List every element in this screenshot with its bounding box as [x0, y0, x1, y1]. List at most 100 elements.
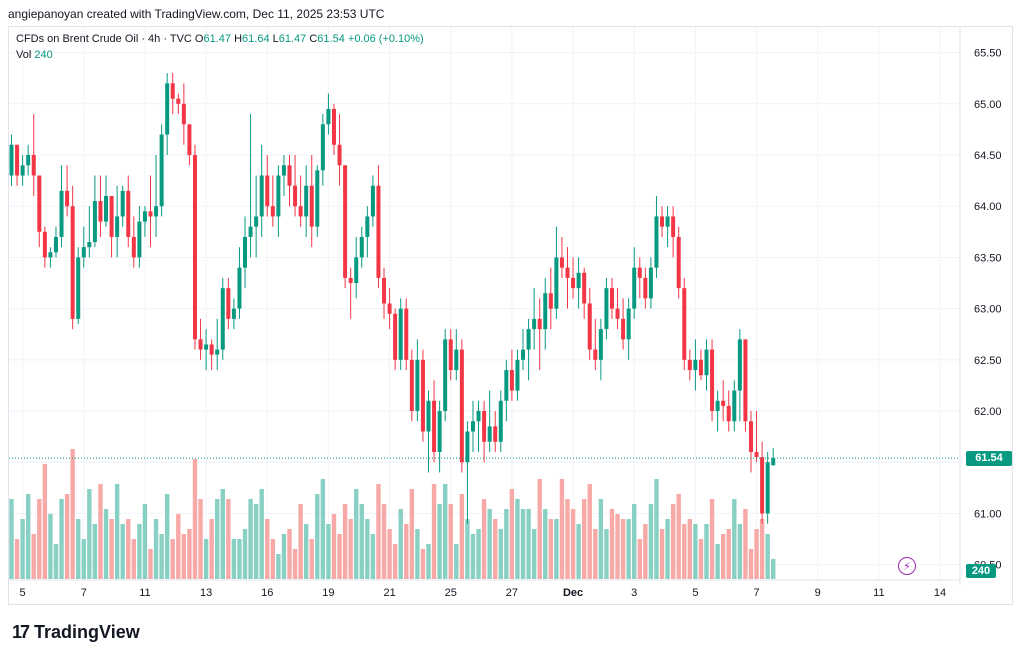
candle-body [409, 359, 414, 412]
volume-bar [626, 519, 631, 579]
volume-bar [126, 519, 131, 579]
x-tick-label: 5 [692, 587, 698, 599]
candle-body [248, 226, 253, 237]
candle-body [154, 206, 159, 217]
volume-bar [270, 539, 276, 579]
candle-body [687, 359, 692, 371]
candle-body [626, 308, 631, 340]
close-label: C [309, 33, 318, 45]
volume-bar [420, 549, 426, 579]
x-tick-label: 16 [261, 587, 273, 599]
volume-bar [732, 499, 737, 579]
candle-body [509, 370, 514, 391]
candle-body [643, 277, 648, 299]
candle-body [726, 405, 731, 422]
volume-bar [398, 509, 403, 579]
volume-bar [665, 519, 670, 579]
volume-bar [315, 494, 320, 579]
volume-bar [459, 494, 465, 579]
candle-body [298, 206, 303, 217]
volume-bar [320, 479, 326, 579]
volume-bar [220, 489, 225, 579]
volume-bar [164, 494, 170, 579]
volume-bar [181, 534, 187, 579]
tradingview-logo-text: TradingView [34, 622, 140, 642]
candle-body [565, 267, 570, 278]
volume-bar [248, 499, 253, 579]
candle-body [693, 359, 698, 371]
symbol-title[interactable]: CFDs on Brent Crude Oil · 4h · TVC [16, 33, 192, 45]
volume-bar [704, 524, 709, 579]
volume-bar [654, 479, 659, 579]
volume-bar [114, 484, 120, 579]
x-tick-label: 11 [139, 587, 150, 599]
volume-bar [715, 544, 720, 579]
vol-label[interactable]: Vol [16, 49, 32, 61]
candle-body [9, 144, 14, 176]
volume-bar [743, 509, 748, 579]
volume-bar [537, 479, 542, 579]
last-price-label: 61.54 [966, 450, 1012, 466]
candle-body [304, 185, 309, 217]
volume-bar [176, 514, 181, 579]
volume-bar [359, 504, 364, 579]
x-tick-label: 3 [631, 587, 637, 599]
lightning-icon[interactable]: ⚡ [898, 557, 916, 575]
candle-body [632, 267, 637, 309]
volume-bar [209, 519, 214, 579]
candle-body [26, 155, 31, 166]
volume-bar [192, 459, 198, 579]
candle-body [120, 190, 125, 217]
volume-bar [765, 534, 770, 579]
volume-bar [20, 519, 25, 579]
volume-bar [287, 529, 292, 579]
candle-body [498, 400, 503, 442]
candle-body [187, 124, 192, 156]
candle-body [87, 242, 92, 248]
volume-bar [554, 519, 559, 579]
volume-bar [693, 524, 698, 579]
candle-body [170, 83, 175, 99]
volume-bar [565, 499, 570, 579]
tradingview-logo[interactable]: 17 TradingView [12, 622, 140, 643]
x-tick-label: 21 [383, 587, 395, 599]
x-tick-label: 7 [81, 587, 87, 599]
y-tick-label: 65.00 [974, 99, 1002, 111]
high-value: 61.64 [242, 33, 270, 45]
volume-bar [426, 544, 431, 579]
x-tick-label: 7 [753, 587, 759, 599]
volume-bar [276, 554, 281, 579]
vol-value: 240 [34, 49, 53, 61]
volume-bar [632, 504, 637, 579]
volume-bar [570, 509, 576, 579]
candle-body [765, 462, 770, 514]
volume-bar [259, 489, 264, 579]
candle-body [415, 359, 420, 412]
candle-body [215, 349, 220, 355]
volume-bar [559, 479, 565, 579]
candle-body [654, 216, 659, 268]
candle-body [365, 216, 370, 237]
chart-frame [8, 26, 1013, 605]
volume-bar [37, 499, 42, 579]
volume-bar [637, 539, 642, 579]
x-tick-label: 19 [322, 587, 334, 599]
volume-bar [226, 499, 231, 579]
tradingview-logo-mark: 17 [12, 622, 30, 642]
candle-body [754, 451, 759, 458]
volume-bar [31, 534, 36, 579]
volume-bar [309, 539, 314, 579]
volume-bar [576, 524, 581, 579]
volume-bar [604, 529, 609, 579]
x-tick-label: 13 [200, 587, 212, 599]
volume-bar [298, 504, 303, 579]
candle-body [115, 216, 120, 237]
candle-body [281, 165, 286, 176]
volume-bar [404, 524, 409, 579]
candle-body [98, 201, 103, 222]
candle-body [537, 318, 542, 330]
volume-legend: Vol 240 [16, 49, 53, 61]
candle-body [293, 185, 298, 207]
volume-bar [515, 499, 520, 579]
